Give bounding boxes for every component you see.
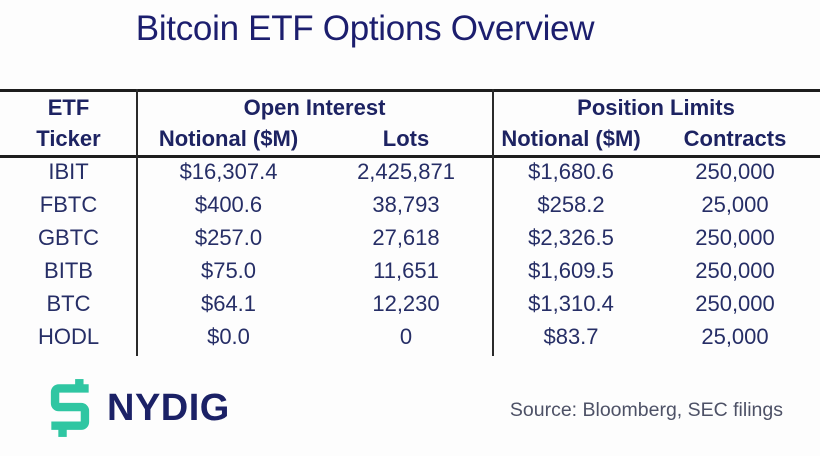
table-cell-oi-notional: $257.0: [194, 224, 263, 250]
table-vertical-divider-right: [492, 89, 494, 356]
table-row-ticker: BITB: [44, 257, 93, 283]
page-title: Bitcoin ETF Options Overview: [135, 9, 595, 48]
table-cell-pl-notional: $1,609.5: [528, 257, 614, 283]
table-row-ticker: IBIT: [48, 158, 89, 184]
table-cell-pl-contracts: 25,000: [701, 323, 769, 349]
group-header-position-limits: Position Limits: [577, 94, 735, 120]
table-cell-pl-notional: $258.2: [537, 191, 605, 217]
table-cell-pl-contracts: 250,000: [695, 158, 775, 184]
table-cell-oi-notional: $0.0: [207, 323, 250, 349]
nydig-wordmark: NYDIG: [107, 386, 230, 429]
col-header-oi-notional: Notional ($M): [158, 126, 299, 152]
table-cell-oi-lots: 27,618: [372, 224, 440, 250]
col-header-ticker: Ticker: [36, 126, 101, 152]
table-cell-oi-lots: 12,230: [372, 290, 440, 316]
table-cell-pl-contracts: 250,000: [695, 257, 775, 283]
col-header-etf: ETF: [47, 94, 90, 120]
col-header-oi-lots: Lots: [382, 126, 430, 152]
table-top-border: [0, 89, 820, 92]
table-cell-oi-lots: 38,793: [372, 191, 440, 217]
source-attribution: Source: Bloomberg, SEC filings: [509, 399, 783, 421]
table-row-ticker: HODL: [37, 323, 100, 349]
table-cell-pl-notional: $1,680.6: [528, 158, 614, 184]
table-row-ticker: GBTC: [37, 224, 100, 250]
table-cell-oi-lots: 11,651: [373, 257, 439, 283]
etf-options-table: ETF Open Interest Position Limits Ticker…: [0, 92, 820, 353]
table-row-ticker: BTC: [46, 290, 91, 316]
table-cell-pl-notional: $83.7: [543, 323, 599, 349]
table-cell-pl-contracts: 25,000: [701, 191, 769, 217]
table-cell-pl-contracts: 250,000: [695, 224, 775, 250]
table-row-ticker: FBTC: [39, 191, 98, 217]
table-cell-pl-notional: $2,326.5: [528, 224, 614, 250]
table-cell-oi-lots: 0: [399, 323, 413, 349]
group-header-open-interest: Open Interest: [243, 94, 386, 120]
nydig-dollar-pipe-icon: [50, 379, 90, 437]
table-header-separator: [0, 155, 820, 158]
table-cell-pl-contracts: 250,000: [695, 290, 775, 316]
table-cell-oi-notional: $400.6: [194, 191, 263, 217]
table-cell-oi-lots: 2,425,871: [357, 158, 455, 184]
table-vertical-divider-left: [136, 89, 138, 356]
col-header-pl-notional: Notional ($M): [501, 126, 641, 152]
table-cell-oi-notional: $16,307.4: [179, 158, 278, 184]
nydig-logo: NYDIG: [42, 377, 230, 439]
table-cell-oi-notional: $64.1: [200, 290, 257, 316]
table-cell-pl-notional: $1,310.4: [528, 290, 614, 316]
table-cell-oi-notional: $75.0: [200, 257, 257, 283]
col-header-pl-contracts: Contracts: [683, 126, 787, 152]
